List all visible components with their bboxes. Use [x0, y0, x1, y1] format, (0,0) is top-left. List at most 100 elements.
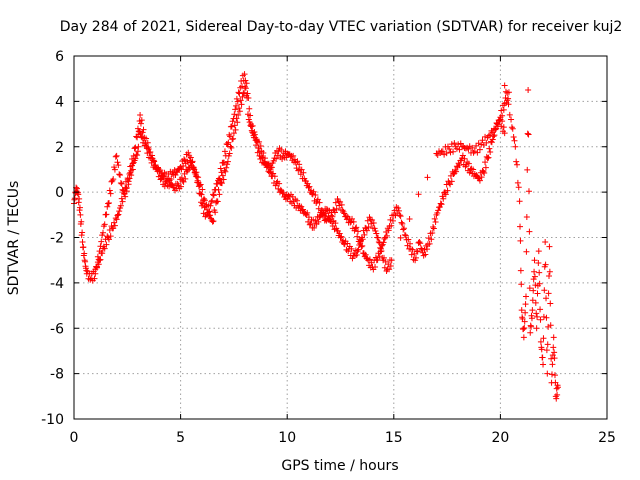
data-point — [305, 184, 312, 191]
data-point — [320, 209, 327, 216]
x-tick-label: 0 — [70, 430, 79, 446]
data-point-fill — [231, 122, 238, 129]
data-point-fill — [253, 142, 260, 149]
data-point-fill — [398, 219, 405, 226]
data-point-fill — [136, 128, 143, 135]
data-point-fill — [272, 182, 279, 189]
y-tick-label: -6 — [50, 321, 64, 337]
data-point-fill — [216, 191, 223, 198]
data-point-fill — [78, 218, 85, 225]
data-point — [79, 239, 86, 246]
data-point-fill — [220, 176, 227, 183]
data-point-fill — [469, 144, 476, 151]
data-point-fill — [99, 229, 106, 236]
data-point-fill — [276, 180, 283, 187]
data-point-fill — [255, 145, 262, 152]
data-point — [416, 239, 423, 246]
data-point-fill — [435, 207, 442, 214]
data-point-fill — [438, 201, 445, 208]
data-point — [522, 293, 529, 300]
data-point-fill — [230, 135, 237, 142]
data-point-fill — [225, 139, 232, 146]
data-point-fill — [517, 223, 524, 230]
data-point-fill — [490, 133, 497, 140]
data-point — [465, 146, 472, 153]
data-point-fill — [465, 160, 472, 167]
data-point — [429, 229, 436, 236]
data-point-fill — [207, 212, 214, 219]
data-point-fill — [304, 209, 311, 216]
data-point — [388, 257, 395, 264]
data-point-fill — [543, 314, 550, 321]
data-point-fill — [259, 155, 266, 162]
data-point-fill — [235, 89, 242, 96]
data-point-fill — [422, 251, 429, 258]
data-point-fill — [401, 225, 408, 232]
data-point-fill — [157, 176, 164, 183]
data-point-fill — [242, 85, 249, 92]
data-point — [117, 180, 124, 187]
data-point-fill — [486, 145, 493, 152]
data-point-fill — [76, 195, 83, 202]
data-point-fill — [412, 254, 419, 261]
data-point-fill — [372, 263, 379, 270]
data-point-fill — [517, 237, 524, 244]
data-point-fill — [116, 208, 123, 215]
data-point-fill — [249, 122, 256, 129]
data-point-fill — [296, 161, 303, 168]
y-tick-label: 6 — [55, 49, 64, 65]
data-point-fill — [424, 174, 431, 181]
data-point-fill — [215, 186, 222, 193]
data-point-fill — [265, 160, 272, 167]
data-point-fill — [500, 106, 507, 113]
data-point-fill — [447, 149, 454, 156]
data-point — [239, 93, 246, 100]
data-point-fill — [197, 190, 204, 197]
data-point-fill — [271, 173, 278, 180]
data-point-fill — [455, 141, 462, 148]
data-point-fill — [517, 267, 524, 274]
data-point-fill — [314, 196, 321, 203]
data-point-fill — [514, 179, 521, 186]
data-point-fill — [210, 218, 217, 225]
data-point-fill — [308, 187, 315, 194]
data-point-fill — [237, 97, 244, 104]
data-point-fill — [223, 164, 230, 171]
data-point-fill — [528, 323, 535, 330]
data-point-fill — [546, 273, 553, 280]
data-point-fill — [364, 217, 371, 224]
data-point-fill — [498, 123, 505, 130]
data-point-fill — [538, 346, 545, 353]
data-point-fill — [111, 164, 118, 171]
data-point-fill — [194, 179, 201, 186]
data-point-fill — [118, 180, 125, 187]
data-point-fill — [147, 149, 154, 156]
data-point-fill — [201, 197, 208, 204]
data-point-fill — [214, 181, 221, 188]
data-point-fill — [182, 175, 189, 182]
data-point-fill — [266, 169, 273, 176]
data-point-fill — [514, 161, 521, 168]
data-point — [459, 155, 466, 162]
data-point-fill — [521, 318, 528, 325]
data-point-fill — [142, 140, 149, 147]
data-point-fill — [551, 355, 558, 362]
data-point-fill — [132, 155, 139, 162]
data-point — [540, 361, 547, 368]
data-point-fill — [430, 225, 437, 232]
data-point-fill — [456, 162, 463, 169]
data-point-fill — [129, 166, 136, 173]
data-point-fill — [305, 214, 312, 221]
data-point-fill — [434, 209, 441, 216]
data-point — [508, 116, 515, 123]
data-point-fill — [537, 306, 544, 313]
data-marks — [71, 71, 561, 402]
data-point-fill — [218, 180, 225, 187]
data-point-fill — [513, 158, 520, 165]
data-point — [529, 307, 536, 314]
data-point-fill — [441, 151, 448, 158]
data-point-fill — [212, 209, 219, 216]
data-point-fill — [411, 250, 418, 257]
data-point-fill — [551, 372, 558, 379]
data-point-fill — [87, 276, 94, 283]
